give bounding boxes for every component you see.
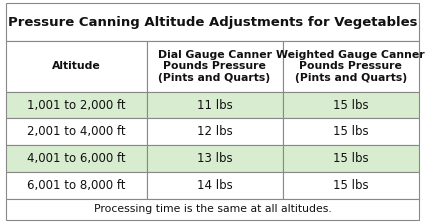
Bar — [147, 41, 283, 92]
Bar — [6, 145, 147, 172]
Bar — [147, 92, 283, 118]
Bar — [283, 92, 419, 118]
Bar — [283, 172, 419, 199]
Text: 11 lbs: 11 lbs — [197, 99, 232, 112]
Text: 2,001 to 4,000 ft: 2,001 to 4,000 ft — [27, 125, 126, 138]
Bar — [147, 145, 283, 172]
Bar — [6, 41, 147, 92]
Text: 15 lbs: 15 lbs — [333, 152, 368, 165]
Text: 6,001 to 8,000 ft: 6,001 to 8,000 ft — [27, 179, 126, 192]
Bar — [147, 118, 283, 145]
Bar — [6, 199, 419, 220]
Text: 13 lbs: 13 lbs — [197, 152, 232, 165]
Text: 15 lbs: 15 lbs — [333, 99, 368, 112]
Bar — [6, 92, 147, 118]
Bar — [147, 172, 283, 199]
Text: 15 lbs: 15 lbs — [333, 179, 368, 192]
Text: Altitude: Altitude — [52, 61, 101, 71]
Text: 4,001 to 6,000 ft: 4,001 to 6,000 ft — [27, 152, 126, 165]
Text: 14 lbs: 14 lbs — [197, 179, 232, 192]
Text: 15 lbs: 15 lbs — [333, 125, 368, 138]
Text: Processing time is the same at all altitudes.: Processing time is the same at all altit… — [94, 204, 332, 214]
Text: Weighted Gauge Canner
Pounds Pressure
(Pints and Quarts): Weighted Gauge Canner Pounds Pressure (P… — [276, 50, 425, 83]
Text: 12 lbs: 12 lbs — [197, 125, 232, 138]
Text: 1,001 to 2,000 ft: 1,001 to 2,000 ft — [27, 99, 126, 112]
Bar — [6, 3, 419, 41]
Bar — [283, 118, 419, 145]
Text: Dial Gauge Canner
Pounds Pressure
(Pints and Quarts): Dial Gauge Canner Pounds Pressure (Pints… — [158, 50, 272, 83]
Bar — [6, 118, 147, 145]
Bar — [283, 145, 419, 172]
Bar — [283, 41, 419, 92]
Bar — [6, 172, 147, 199]
Text: Pressure Canning Altitude Adjustments for Vegetables: Pressure Canning Altitude Adjustments fo… — [8, 16, 417, 29]
